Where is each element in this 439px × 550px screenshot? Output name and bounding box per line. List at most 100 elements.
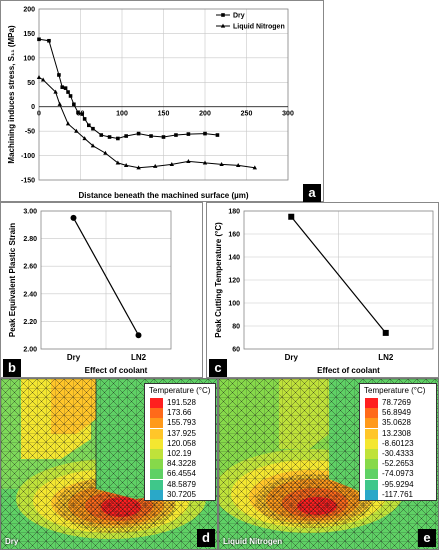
data-point bbox=[169, 161, 174, 166]
y-tick-label: 80 bbox=[232, 324, 240, 331]
legend-value: 78.7269 bbox=[382, 398, 411, 408]
legend-swatch bbox=[365, 469, 378, 480]
data-point bbox=[153, 163, 158, 168]
legend-swatch bbox=[365, 428, 378, 439]
data-point bbox=[174, 133, 178, 137]
legend-row: -52.2653 bbox=[365, 459, 414, 470]
legend-swatch bbox=[365, 418, 378, 429]
legend-row: 56.8949 bbox=[365, 408, 411, 419]
legend-value: -117.761 bbox=[382, 489, 413, 499]
legend-label: Dry bbox=[233, 13, 245, 20]
legend-swatch bbox=[150, 408, 163, 419]
series-line bbox=[38, 76, 255, 169]
plot-frame bbox=[38, 8, 289, 181]
panel-label-b: b bbox=[3, 359, 21, 377]
simulation-label-ln2: Liquid Nitrogen bbox=[223, 537, 283, 546]
legend-value: -30.4333 bbox=[382, 449, 414, 459]
data-point bbox=[65, 121, 71, 126]
legend-swatch bbox=[150, 489, 163, 500]
plot-frame bbox=[243, 210, 434, 350]
temperature-chart: 60 80 100 120 140 160 180 Dry LN2 Effect of coola… bbox=[214, 209, 434, 375]
strain-chart: 2.00 2.20 2.40 2.60 2.80 3.00 Dry LN2 Effect of … bbox=[8, 209, 172, 375]
legend-value: -52.2653 bbox=[382, 459, 414, 469]
legend-swatch bbox=[365, 398, 378, 408]
legend-value: -74.0973 bbox=[382, 469, 414, 479]
y-tick-label: -150 bbox=[21, 178, 35, 185]
y-tick-label: 3.00 bbox=[23, 209, 37, 216]
panel-c: 60 80 100 120 140 160 180 Dry LN2 Effect of coola… bbox=[206, 202, 439, 378]
legend-row: 48.5879 bbox=[150, 479, 196, 490]
legend-swatch bbox=[365, 408, 378, 419]
y-tick-label: 120 bbox=[228, 278, 240, 285]
legend-row: 191.528 bbox=[150, 398, 196, 408]
y-tick-label: 140 bbox=[228, 255, 240, 262]
data-point bbox=[60, 85, 65, 89]
data-point bbox=[123, 162, 129, 167]
x-tick-label: 250 bbox=[241, 111, 253, 118]
legend-row: 30.7205 bbox=[150, 489, 196, 500]
x-tick-label: LN2 bbox=[131, 353, 147, 362]
legend-value: 48.5879 bbox=[167, 479, 196, 489]
y-tick-label: 150 bbox=[23, 31, 35, 38]
data-point bbox=[136, 131, 141, 136]
data-point bbox=[288, 213, 295, 220]
data-point bbox=[215, 133, 220, 137]
legend-row: 78.7269 bbox=[365, 398, 411, 408]
legend-row: 137.925 bbox=[150, 428, 196, 439]
data-point bbox=[236, 162, 241, 167]
y-tick-label: 50 bbox=[27, 80, 35, 87]
legend-swatch bbox=[150, 449, 163, 459]
data-point bbox=[68, 94, 73, 98]
legend-row: -117.761 bbox=[365, 489, 413, 500]
y-tick-label: 2.00 bbox=[23, 347, 37, 354]
legend-value: 155.793 bbox=[167, 418, 196, 428]
legend-swatch bbox=[365, 479, 378, 490]
plot-frame bbox=[40, 210, 172, 350]
y-tick-label: 0 bbox=[31, 104, 35, 111]
y-tick-label: 180 bbox=[228, 209, 240, 216]
data-point bbox=[115, 160, 121, 165]
y-tick-label: 2.60 bbox=[23, 264, 37, 271]
x-axis-label: Distance beneath the machined surface (µ… bbox=[79, 191, 249, 200]
y-tick-label: 2.20 bbox=[23, 319, 37, 326]
simulation-label-dry: Dry bbox=[5, 537, 19, 546]
data-point bbox=[161, 135, 166, 139]
x-tick-label: 200 bbox=[199, 111, 211, 118]
simulation-dry: Temperature (°C) 191.528 173.66 155.793 137… bbox=[0, 378, 218, 550]
data-point bbox=[382, 329, 389, 336]
legend-row: -30.4333 bbox=[365, 449, 414, 459]
data-point bbox=[76, 110, 80, 115]
data-point bbox=[186, 132, 191, 136]
legend-value: -95.9294 bbox=[382, 479, 414, 489]
series-line bbox=[72, 217, 140, 336]
data-point bbox=[202, 160, 208, 165]
data-point bbox=[99, 133, 104, 137]
legend-swatch bbox=[150, 459, 163, 470]
legend-swatch bbox=[150, 438, 163, 449]
data-point bbox=[40, 77, 46, 82]
panel-b: 2.00 2.20 2.40 2.60 2.80 3.00 Dry LN2 Effect of … bbox=[0, 202, 203, 378]
simulation-liquid-nitrogen: Temperature (°C) 78.7269 56.8949 35.0628 13… bbox=[218, 378, 439, 550]
data-point bbox=[66, 90, 70, 94]
temperature-legend-dry: Temperature (°C) 191.528 173.66 155.793 137… bbox=[144, 383, 216, 501]
data-point bbox=[252, 165, 257, 170]
legend-row: 66.4554 bbox=[150, 469, 196, 480]
legend-swatch bbox=[150, 398, 163, 408]
legend-row: -95.9294 bbox=[365, 479, 414, 490]
data-point bbox=[47, 38, 51, 43]
legend-value: 66.4554 bbox=[167, 469, 196, 479]
x-tick-label: 150 bbox=[158, 111, 170, 118]
panel-label-c: c bbox=[209, 359, 227, 377]
data-point bbox=[63, 86, 68, 90]
data-point bbox=[135, 332, 142, 339]
legend-value: 191.528 bbox=[167, 398, 196, 408]
y-tick-label: 60 bbox=[232, 347, 240, 354]
panel-label-d: d bbox=[197, 529, 215, 547]
legend-label: Liquid Nitrogen bbox=[233, 24, 285, 31]
legend-value: 102.19 bbox=[167, 449, 192, 459]
y-axis-label: Peak Equivalent Plastic Strain bbox=[8, 223, 17, 337]
y-tick-label: 100 bbox=[228, 301, 240, 308]
series-line bbox=[290, 216, 387, 334]
x-axis-label: Effect of coolant bbox=[85, 366, 148, 375]
y-tick-label: 2.40 bbox=[23, 291, 37, 298]
